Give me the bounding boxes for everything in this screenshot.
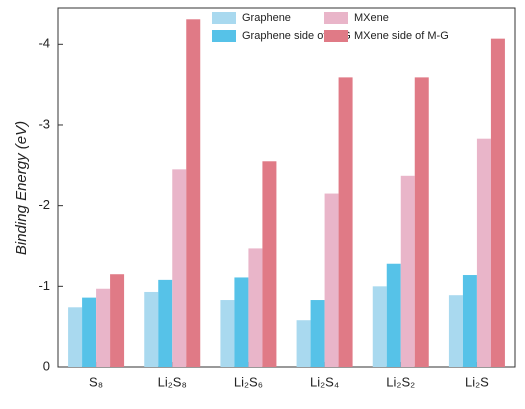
bar: [248, 248, 263, 367]
y-tick-label: -2: [38, 197, 50, 212]
legend-label: Graphene: [242, 12, 291, 24]
x-tick-label: Li₂S₆: [234, 374, 263, 389]
bar: [490, 38, 505, 367]
bar: [262, 161, 277, 367]
plot-frame: [57, 7, 516, 368]
x-tick-label: Li₂S₈: [158, 374, 187, 389]
legend-label: MXene side of M-G: [354, 30, 449, 42]
x-tick-label: S₈: [89, 374, 103, 389]
bar: [234, 277, 249, 367]
legend-swatch: [212, 12, 236, 24]
bar: [96, 288, 111, 367]
bar: [324, 193, 339, 367]
bar: [476, 138, 491, 367]
legend-swatch: [324, 12, 348, 24]
legend-swatch: [212, 30, 236, 42]
bar: [414, 77, 429, 368]
bar: [448, 295, 463, 367]
bar: [338, 77, 353, 368]
legend-label: Graphene side of M-G: [242, 30, 351, 42]
legend-label: MXene: [354, 12, 389, 24]
bar: [82, 297, 97, 367]
bar: [310, 300, 325, 367]
bar: [158, 279, 173, 367]
y-tick-label: -3: [38, 116, 50, 131]
y-axis-label: Binding Energy (eV): [13, 121, 30, 255]
bar: [400, 175, 415, 367]
x-tick-label: Li₂S: [465, 374, 489, 389]
bar: [296, 320, 311, 367]
bar: [172, 169, 187, 367]
bar: [68, 307, 83, 367]
x-tick-label: Li₂S₄: [310, 374, 339, 389]
y-tick-label: -4: [38, 36, 50, 51]
bar: [462, 275, 477, 367]
bar: [372, 286, 387, 367]
bar: [110, 274, 125, 367]
y-tick-label: -1: [38, 278, 50, 293]
bar: [186, 19, 201, 368]
x-tick-label: Li₂S₂: [386, 374, 415, 389]
bar: [220, 300, 235, 367]
legend-swatch: [324, 30, 348, 42]
bar: [144, 291, 159, 367]
y-tick-label: 0: [43, 358, 50, 373]
bar: [386, 263, 401, 367]
